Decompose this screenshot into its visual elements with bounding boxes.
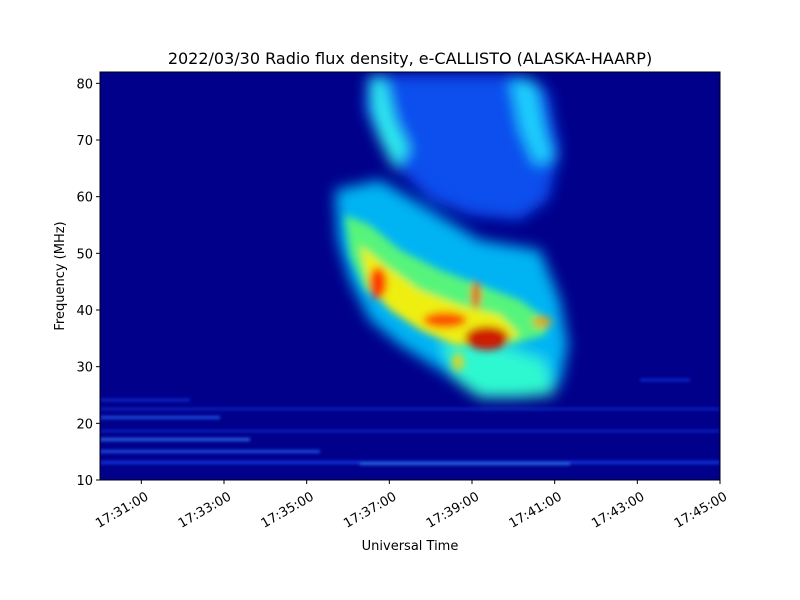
burst-top-streaks bbox=[370, 78, 410, 170]
plot-area bbox=[100, 72, 720, 480]
core-red-a bbox=[369, 267, 387, 299]
y-tick-label: 80 bbox=[76, 77, 93, 92]
rfi-line bbox=[360, 463, 570, 465]
burst-lower-tail bbox=[440, 340, 555, 398]
core-yellow-right bbox=[532, 316, 552, 328]
rfi-line bbox=[100, 408, 720, 410]
core-red-d bbox=[471, 281, 481, 309]
y-axis: 10 20 30 40 50 60 70 80 bbox=[76, 77, 100, 489]
core-yellow-low bbox=[452, 353, 464, 371]
y-tick-label: 30 bbox=[76, 361, 93, 376]
y-tick-label: 10 bbox=[76, 474, 93, 489]
rfi-lines bbox=[100, 379, 720, 465]
chart-title: 2022/03/30 Radio flux density, e-CALLIST… bbox=[168, 49, 652, 68]
rfi-line bbox=[100, 399, 190, 401]
plot-frame bbox=[99, 71, 721, 481]
rfi-line bbox=[100, 438, 250, 441]
x-tick-label: 17:37:00 bbox=[341, 489, 399, 531]
x-tick-label: 17:35:00 bbox=[259, 489, 317, 531]
x-tick-label: 17:31:00 bbox=[93, 489, 151, 531]
x-tick-label: 17:41:00 bbox=[507, 489, 565, 531]
rfi-line bbox=[640, 379, 690, 381]
rfi-line bbox=[100, 430, 720, 432]
y-tick-label: 70 bbox=[76, 134, 93, 149]
y-tick-label: 60 bbox=[76, 191, 93, 206]
x-tick-label: 17:33:00 bbox=[176, 489, 234, 531]
core-yellow bbox=[360, 245, 520, 345]
x-axis-label: Universal Time bbox=[362, 539, 459, 554]
rfi-line bbox=[100, 450, 320, 453]
rfi-line bbox=[100, 416, 220, 419]
y-tick-label: 40 bbox=[76, 304, 93, 319]
core-red-c bbox=[465, 326, 509, 350]
rfi-line bbox=[100, 461, 720, 464]
core-red-b bbox=[423, 312, 467, 328]
y-tick-label: 20 bbox=[76, 417, 93, 432]
burst-upper-band bbox=[365, 75, 560, 220]
x-tick-label: 17:43:00 bbox=[589, 489, 647, 531]
y-tick-label: 50 bbox=[76, 247, 93, 262]
burst-cores bbox=[345, 215, 552, 371]
burst-top-streaks-2 bbox=[510, 80, 555, 165]
x-tick-label: 17:45:00 bbox=[672, 489, 730, 531]
x-axis: 17:31:00 17:33:00 17:35:00 17:37:00 17:39:00… bbox=[93, 480, 730, 532]
core-green bbox=[345, 215, 548, 345]
x-tick-label: 17:39:00 bbox=[424, 489, 482, 531]
y-axis-label: Frequency (MHz) bbox=[53, 221, 68, 330]
